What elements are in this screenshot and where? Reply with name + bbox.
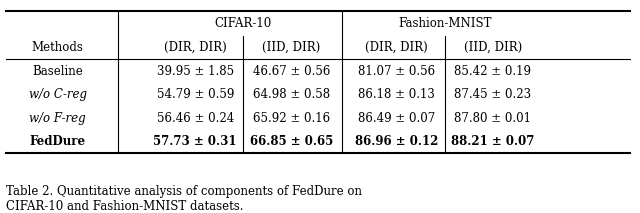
Text: 64.98 ± 0.58: 64.98 ± 0.58 xyxy=(253,88,330,101)
Text: 66.85 ± 0.65: 66.85 ± 0.65 xyxy=(250,135,333,148)
Text: (DIR, DIR): (DIR, DIR) xyxy=(164,41,227,54)
Text: 86.18 ± 0.13: 86.18 ± 0.13 xyxy=(358,88,435,101)
Text: CIFAR-10: CIFAR-10 xyxy=(214,17,272,30)
Text: 56.46 ± 0.24: 56.46 ± 0.24 xyxy=(157,112,234,125)
Text: 87.80 ± 0.01: 87.80 ± 0.01 xyxy=(454,112,531,125)
Text: (DIR, DIR): (DIR, DIR) xyxy=(365,41,428,54)
Text: 86.49 ± 0.07: 86.49 ± 0.07 xyxy=(358,112,435,125)
Text: 54.79 ± 0.59: 54.79 ± 0.59 xyxy=(157,88,234,101)
Text: Fashion-MNIST: Fashion-MNIST xyxy=(398,17,492,30)
Text: 46.67 ± 0.56: 46.67 ± 0.56 xyxy=(253,65,330,78)
Text: Methods: Methods xyxy=(31,41,84,54)
Text: Baseline: Baseline xyxy=(32,65,83,78)
Text: 88.21 ± 0.07: 88.21 ± 0.07 xyxy=(451,135,534,148)
Text: 87.45 ± 0.23: 87.45 ± 0.23 xyxy=(454,88,531,101)
Text: w/o F-reg: w/o F-reg xyxy=(29,112,86,125)
Text: 81.07 ± 0.56: 81.07 ± 0.56 xyxy=(358,65,435,78)
Text: FedDure: FedDure xyxy=(29,135,86,148)
Text: 85.42 ± 0.19: 85.42 ± 0.19 xyxy=(454,65,531,78)
Text: Table 2. Quantitative analysis of components of FedDure on
CIFAR-10 and Fashion-: Table 2. Quantitative analysis of compon… xyxy=(6,185,362,213)
Text: (IID, DIR): (IID, DIR) xyxy=(262,41,321,54)
Text: 57.73 ± 0.31: 57.73 ± 0.31 xyxy=(154,135,237,148)
Text: 65.92 ± 0.16: 65.92 ± 0.16 xyxy=(253,112,330,125)
Text: 39.95 ± 1.85: 39.95 ± 1.85 xyxy=(157,65,234,78)
Text: (IID, DIR): (IID, DIR) xyxy=(463,41,522,54)
Text: 86.96 ± 0.12: 86.96 ± 0.12 xyxy=(355,135,438,148)
Text: w/o C-reg: w/o C-reg xyxy=(29,88,86,101)
